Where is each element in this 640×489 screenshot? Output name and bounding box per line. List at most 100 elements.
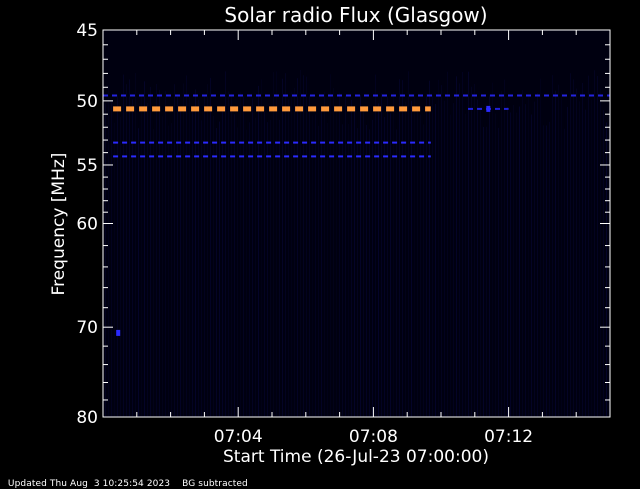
noise-stripe bbox=[396, 129, 397, 417]
band-segment-4 bbox=[373, 94, 378, 97]
noise-stripe bbox=[408, 71, 409, 417]
band-segment-4 bbox=[454, 94, 459, 97]
noise-stripe bbox=[222, 108, 223, 418]
noise-stripe bbox=[372, 119, 373, 417]
noise-stripe bbox=[591, 99, 592, 417]
noise-stripe bbox=[543, 125, 544, 417]
band-segment-4 bbox=[445, 94, 450, 97]
noise-stripe bbox=[582, 82, 583, 417]
band-segment-0 bbox=[360, 106, 369, 112]
noise-stripe bbox=[189, 94, 190, 418]
band-segment-4 bbox=[400, 94, 405, 97]
band-segment-2 bbox=[293, 155, 299, 158]
band-segment-1 bbox=[329, 141, 335, 144]
band-segment-1 bbox=[293, 141, 299, 144]
band-segment-2 bbox=[113, 155, 119, 158]
noise-stripe bbox=[597, 75, 598, 417]
band-segment-1 bbox=[113, 141, 119, 144]
noise-stripe bbox=[114, 122, 115, 418]
band-segment-1 bbox=[122, 141, 128, 144]
noise-stripe bbox=[210, 77, 211, 417]
noise-stripe bbox=[213, 115, 214, 417]
band-segment-4 bbox=[364, 94, 369, 97]
band-segment-2 bbox=[383, 155, 389, 158]
band-segment-4 bbox=[184, 94, 189, 97]
noise-stripe bbox=[360, 94, 361, 417]
band-segment-2 bbox=[392, 155, 398, 158]
band-segment-4 bbox=[391, 94, 396, 97]
noise-stripe bbox=[486, 126, 487, 417]
noise-stripe bbox=[588, 75, 589, 417]
band-segment-0 bbox=[425, 106, 431, 112]
noise-stripe bbox=[183, 83, 184, 417]
noise-stripe bbox=[423, 124, 424, 418]
noise-stripe bbox=[186, 75, 187, 418]
band-segment-1 bbox=[401, 141, 407, 144]
footer: Updated Thu Aug 3 10:25:54 2023 BG subtra… bbox=[2, 469, 260, 489]
noise-stripe bbox=[273, 72, 274, 418]
band-segment-2 bbox=[419, 155, 425, 158]
band-segment-4 bbox=[121, 94, 126, 97]
noise-stripe bbox=[192, 108, 193, 417]
noise-stripe bbox=[414, 93, 415, 418]
band-segment-0 bbox=[204, 106, 213, 112]
noise-stripe bbox=[261, 79, 262, 417]
noise-stripe bbox=[477, 99, 478, 418]
noise-stripe bbox=[501, 91, 502, 417]
band-segment-2 bbox=[158, 155, 164, 158]
noise-stripe bbox=[177, 94, 178, 418]
band-segment-2 bbox=[230, 155, 236, 158]
noise-stripe bbox=[171, 123, 172, 418]
noise-stripe bbox=[453, 103, 454, 418]
band-segment-0 bbox=[269, 106, 278, 112]
noise-stripe bbox=[246, 129, 247, 417]
noise-stripe bbox=[567, 106, 568, 417]
noise-stripe bbox=[165, 91, 166, 417]
noise-stripe bbox=[345, 95, 346, 418]
noise-stripe bbox=[387, 96, 388, 418]
band-segment-2 bbox=[257, 155, 263, 158]
band-segment-4 bbox=[508, 94, 513, 97]
band-segment-4 bbox=[598, 94, 603, 97]
noise-stripe bbox=[219, 121, 220, 417]
band-segment-2 bbox=[167, 155, 173, 158]
noise-stripe bbox=[444, 100, 445, 418]
noise-stripe bbox=[162, 116, 163, 417]
band-segment-2 bbox=[140, 155, 146, 158]
band-segment-2 bbox=[275, 155, 281, 158]
band-segment-4 bbox=[382, 94, 387, 97]
noise-stripe bbox=[348, 123, 349, 418]
noise-stripe bbox=[288, 99, 289, 417]
noise-stripe bbox=[243, 96, 244, 417]
noise-stripe bbox=[126, 84, 127, 418]
band-segment-2 bbox=[203, 155, 209, 158]
band-segment-4 bbox=[481, 94, 486, 97]
band-segment-3 bbox=[468, 107, 473, 110]
noise-stripe bbox=[312, 115, 313, 417]
band-segment-3 bbox=[477, 107, 482, 110]
band-segment-4 bbox=[319, 94, 324, 97]
noise-stripe bbox=[429, 80, 430, 417]
band-segment-4 bbox=[193, 94, 198, 97]
emission-spots bbox=[116, 105, 491, 336]
noise-stripe bbox=[252, 98, 253, 417]
band-segment-0 bbox=[373, 106, 382, 112]
noise-stripe bbox=[240, 91, 241, 417]
band-segment-2 bbox=[248, 155, 254, 158]
band-segment-1 bbox=[419, 141, 425, 144]
noise-stripe bbox=[552, 75, 553, 417]
band-segment-2 bbox=[131, 155, 137, 158]
noise-stripe bbox=[432, 95, 433, 417]
band-segment-0 bbox=[217, 106, 226, 112]
band-segment-2 bbox=[338, 155, 344, 158]
band-segment-1 bbox=[338, 141, 344, 144]
noise-stripe bbox=[558, 84, 559, 417]
band-segment-4 bbox=[355, 94, 360, 97]
y-axis-label: Frequency [MHz] bbox=[49, 153, 69, 296]
emission-bands bbox=[103, 94, 610, 158]
noise-stripe bbox=[279, 119, 280, 418]
noise-stripe bbox=[495, 113, 496, 418]
noise-stripe bbox=[174, 84, 175, 417]
noise-stripe bbox=[426, 93, 427, 417]
noise-stripe bbox=[156, 83, 157, 417]
